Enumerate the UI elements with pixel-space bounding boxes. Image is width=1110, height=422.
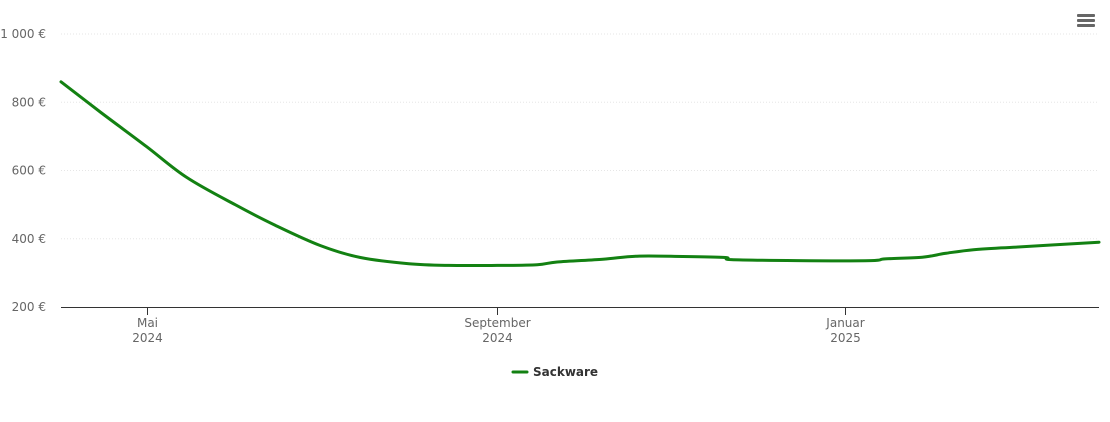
- x-tick-label-year: 2025: [830, 331, 861, 345]
- y-tick-label: 200 €: [12, 300, 46, 314]
- x-tick-label: September: [464, 316, 530, 330]
- hamburger-menu-icon: [1074, 14, 1098, 27]
- x-tick-label: Mai: [137, 316, 158, 330]
- x-tick-label-year: 2024: [132, 331, 163, 345]
- x-tick-label-year: 2024: [482, 331, 513, 345]
- chart-menu-button[interactable]: [1074, 12, 1098, 34]
- x-tick-label: Januar: [825, 316, 864, 330]
- series-layer: [59, 80, 1101, 268]
- y-tick-label: 600 €: [12, 164, 46, 178]
- y-axis: 200 € 400 € 600 € 800 € 1 000 €: [0, 27, 46, 314]
- series-line-sackware: [59, 80, 1101, 268]
- y-tick-label: 800 €: [12, 95, 46, 109]
- grid-lines: [61, 33, 1099, 240]
- legend-label: Sackware: [533, 365, 598, 379]
- legend[interactable]: Sackware: [511, 365, 598, 379]
- y-tick-label: 1 000 €: [0, 27, 46, 41]
- y-tick-label: 400 €: [12, 232, 46, 246]
